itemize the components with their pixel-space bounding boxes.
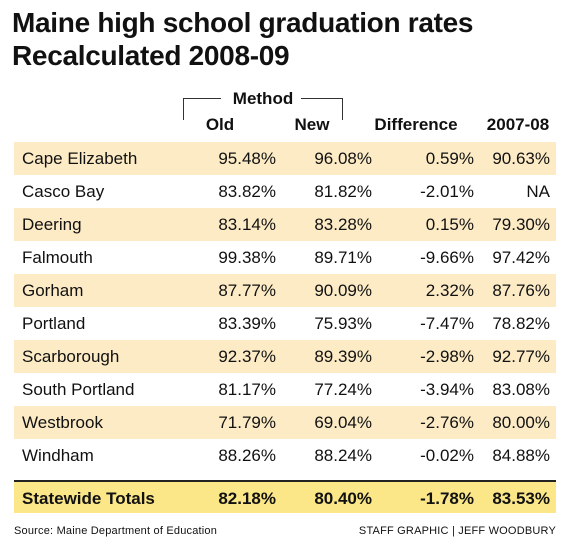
cell-old: 83.14% [218, 215, 276, 234]
cell-new: 81.82% [314, 182, 372, 201]
total-row: Statewide Totals 82.18% 80.40% -1.78% 83.53% [14, 480, 556, 513]
cell-2007-08: 84.88% [492, 446, 550, 465]
table-row: Scarborough 92.37% 89.39% -2.98% 92.77% [14, 340, 556, 373]
cell-school: Casco Bay [22, 182, 105, 201]
method-label: Method [232, 89, 294, 108]
cell-2007-08: 80.00% [492, 413, 550, 432]
cell-school: Portland [22, 314, 86, 333]
table-row: Falmouth 99.38% 89.71% -9.66% 97.42% [14, 241, 556, 274]
source-note: Source: Maine Department of Education [14, 525, 218, 537]
cell-new: 83.28% [314, 215, 372, 234]
cell-old: 95.48% [218, 149, 276, 168]
cell-new: 69.04% [314, 413, 372, 432]
header-2007-08: 2007-08 [486, 115, 550, 134]
cell-old: 87.77% [218, 281, 276, 300]
cell-2007-08: 83.08% [492, 380, 550, 399]
cell-2007-08: 97.42% [492, 248, 550, 267]
table-row: Casco Bay 83.82% 81.82% -2.01% NA [14, 175, 556, 208]
cell-difference: -0.02% [420, 446, 474, 465]
header-new: New [294, 115, 330, 134]
table-row: Deering 83.14% 83.28% 0.15% 79.30% [14, 208, 556, 241]
cell-school: Scarborough [22, 347, 120, 366]
cell-school: Windham [22, 446, 94, 465]
method-group-header: Method [183, 88, 343, 128]
method-bracket-right [301, 98, 343, 99]
cell-old: 82.18% [218, 489, 276, 508]
cell-difference: -3.94% [420, 380, 474, 399]
cell-new: 96.08% [314, 149, 372, 168]
cell-old: 99.38% [218, 248, 276, 267]
table-row: Westbrook 71.79% 69.04% -2.76% 80.00% [14, 406, 556, 439]
table-row: Cape Elizabeth 95.48% 96.08% 0.59% 90.63% [14, 142, 556, 175]
table-row: Gorham 87.77% 90.09% 2.32% 87.76% [14, 274, 556, 307]
cell-new: 80.40% [314, 489, 372, 508]
table-row: Portland 83.39% 75.93% -7.47% 78.82% [14, 307, 556, 340]
cell-school: Gorham [22, 281, 84, 300]
header-old: Old [205, 115, 235, 134]
cell-old: 92.37% [218, 347, 276, 366]
title-line-2: Recalculated 2008-09 [12, 40, 290, 71]
cell-old: 83.82% [218, 182, 276, 201]
cell-difference: -7.47% [420, 314, 474, 333]
cell-school: Deering [22, 215, 82, 234]
table-row: South Portland 81.17% 77.24% -3.94% 83.08% [14, 373, 556, 406]
cell-2007-08: 87.76% [492, 281, 550, 300]
cell-difference: -2.76% [420, 413, 474, 432]
cell-difference: -2.01% [420, 182, 474, 201]
cell-school: South Portland [22, 380, 135, 399]
cell-2007-08: 78.82% [492, 314, 550, 333]
method-bracket-right-tick [342, 98, 343, 120]
cell-difference: -2.98% [420, 347, 474, 366]
cell-old: 88.26% [218, 446, 276, 465]
cell-difference: 0.15% [425, 215, 474, 234]
cell-school: Westbrook [22, 413, 103, 432]
cell-school: Cape Elizabeth [22, 149, 138, 168]
cell-new: 75.93% [314, 314, 372, 333]
header-difference: Difference [374, 115, 458, 134]
cell-new: 90.09% [314, 281, 372, 300]
cell-old: 83.39% [218, 314, 276, 333]
cell-school: Statewide Totals [22, 489, 155, 508]
cell-old: 71.79% [218, 413, 276, 432]
cell-difference: -1.78% [420, 489, 474, 508]
cell-difference: 0.59% [425, 149, 474, 168]
title-line-1: Maine high school graduation rates [12, 7, 474, 38]
cell-old: 81.17% [218, 380, 276, 399]
method-bracket-left-tick [183, 98, 184, 120]
cell-2007-08: 83.53% [492, 489, 550, 508]
chart-title: Maine high school graduation rates Recal… [12, 6, 474, 72]
cell-difference: -9.66% [420, 248, 474, 267]
table-row: Windham 88.26% 88.24% -0.02% 84.88% [14, 439, 556, 472]
cell-difference: 2.32% [425, 281, 474, 300]
staff-credit: STAFF GRAPHIC | JEFF WOODBURY [358, 525, 556, 537]
cell-school: Falmouth [22, 248, 93, 267]
cell-2007-08: 90.63% [492, 149, 550, 168]
cell-2007-08: 79.30% [492, 215, 550, 234]
method-bracket-left [183, 98, 221, 99]
cell-new: 88.24% [314, 446, 372, 465]
cell-2007-08: NA [526, 182, 550, 201]
cell-new: 77.24% [314, 380, 372, 399]
cell-new: 89.71% [314, 248, 372, 267]
cell-new: 89.39% [314, 347, 372, 366]
cell-2007-08: 92.77% [492, 347, 550, 366]
